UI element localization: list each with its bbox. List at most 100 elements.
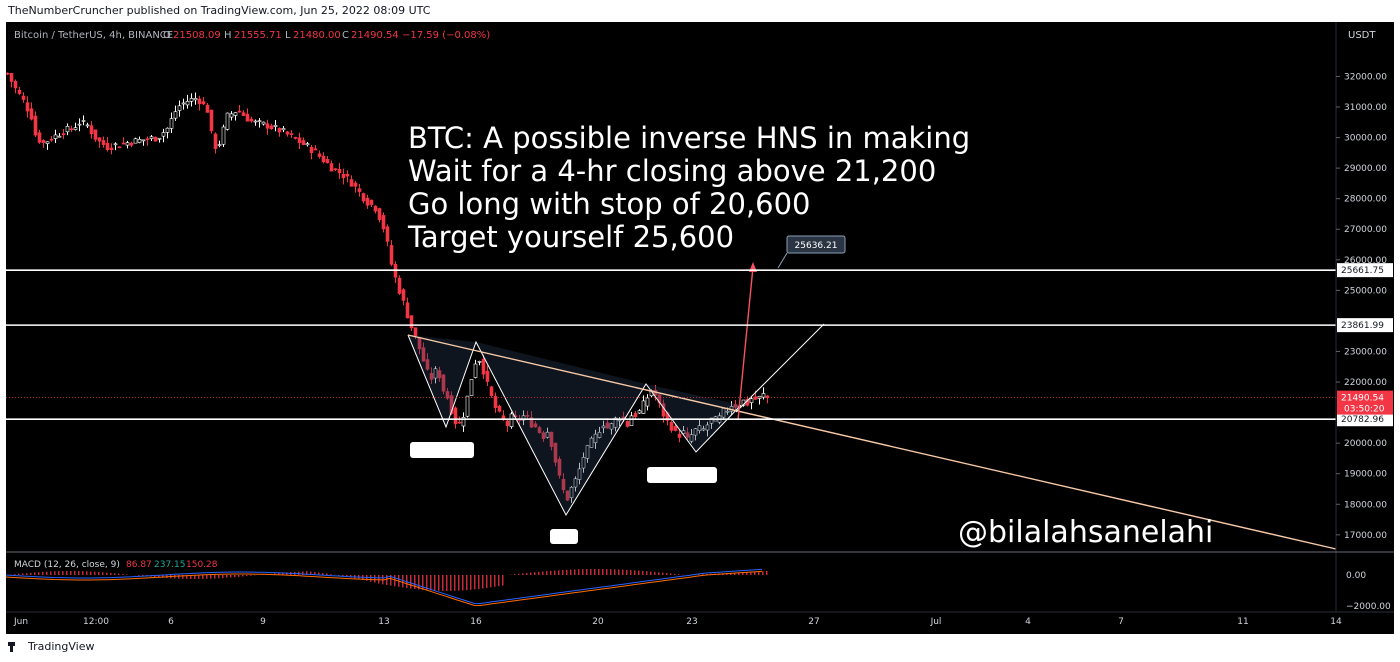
macd-hist-bar	[734, 572, 736, 575]
candle-body	[353, 182, 358, 187]
macd-hist-bar	[554, 570, 556, 575]
candle-body	[209, 109, 214, 132]
candle-body	[733, 404, 738, 408]
macd-hist-bar	[370, 575, 372, 582]
candle-body	[277, 127, 282, 133]
macd-hist-bar	[206, 575, 208, 579]
macd-tick-label: 0.00	[1346, 571, 1366, 581]
macd-hist-bar	[54, 571, 56, 575]
macd-hist-bar	[574, 569, 576, 575]
macd-hist-bar	[38, 572, 40, 575]
legend-l-label: L	[285, 30, 291, 41]
candle-body	[609, 423, 614, 430]
chart-area[interactable]: 25661.75 23861.99 20782.96 21490.54 03:50:20…	[6, 22, 1394, 634]
macd-hist-bar	[606, 569, 608, 575]
macd-hist-bar	[746, 572, 748, 575]
macd-hist-bar	[662, 572, 664, 575]
macd-hist-bar	[494, 575, 496, 587]
candle-body	[465, 395, 470, 417]
candle-body	[449, 395, 454, 414]
macd-hist-bar	[474, 575, 476, 590]
candle-body	[385, 226, 390, 242]
macd-hist-bar	[698, 574, 700, 575]
candle-body	[405, 302, 410, 319]
macd-hist-bar	[282, 572, 284, 575]
macd-hist-bar	[286, 572, 288, 575]
x-tick-label: 23	[686, 617, 697, 627]
macd-hist-bar	[678, 574, 680, 575]
candle-body	[97, 137, 102, 142]
candle-body	[349, 179, 354, 187]
macd-hist-bar	[194, 575, 196, 579]
macd-line	[6, 568, 763, 605]
macd-hist-bar	[34, 572, 36, 575]
macd-hist-bar	[302, 571, 304, 575]
macd-hist-bar	[218, 575, 220, 579]
macd-legend-v1: 86.87	[126, 560, 152, 570]
candle-body	[525, 415, 530, 417]
macd-hist-bar	[650, 571, 652, 575]
macd-hist-bar	[762, 571, 764, 575]
macd-hist-bar	[598, 569, 600, 575]
macd-hist-bar	[102, 572, 104, 575]
macd-hist-bar	[106, 572, 108, 575]
candle-body	[33, 115, 38, 136]
callout-pointer	[777, 252, 788, 269]
candle-body	[141, 139, 146, 142]
neckline	[407, 334, 1337, 550]
macd-hist-bar	[154, 575, 156, 578]
candle-body	[457, 421, 462, 424]
macd-hist-bar	[642, 570, 644, 575]
x-tick-label: 14	[1330, 617, 1342, 627]
candle-body	[505, 420, 510, 427]
candle-body	[569, 486, 574, 498]
candle-body	[357, 188, 362, 193]
macd-hist-bar	[310, 571, 312, 575]
x-tick-label: 6	[168, 617, 174, 627]
right-shoulder-label	[647, 467, 717, 483]
macd-hist-bar	[318, 572, 320, 575]
candle-body	[461, 417, 466, 427]
macd-hist-bar	[570, 569, 572, 575]
target-callout-text: 25636.21	[795, 241, 838, 251]
y-tick-label: 31000.00	[1344, 103, 1387, 113]
price-chart[interactable]: 25661.7523861.9920782.9621490.5403:50:20…	[6, 22, 1394, 634]
x-tick-label: 12:00	[83, 617, 109, 627]
macd-hist-bar	[330, 574, 332, 575]
candle-body	[593, 433, 598, 444]
tradingview-brand: TradingView	[28, 640, 95, 653]
candle-body	[185, 101, 190, 106]
legend-high: 21555.71	[234, 30, 282, 41]
candle-body	[421, 347, 426, 362]
macd-hist-bar	[386, 575, 388, 585]
candle-body	[301, 140, 306, 145]
candle-body	[153, 136, 158, 142]
macd-hist-bar	[322, 573, 324, 575]
candle-body	[341, 173, 346, 179]
macd-hist-bar	[110, 572, 112, 575]
candle-body	[597, 432, 602, 438]
legend-c-label: C	[342, 30, 349, 41]
candle-body	[217, 144, 222, 146]
candle-body	[261, 121, 266, 125]
tradingview-logo[interactable]: TradingView	[8, 640, 94, 653]
candle-body	[245, 113, 250, 122]
candle-body	[145, 138, 150, 141]
macd-hist-bar	[538, 571, 540, 575]
macd-hist-bar	[114, 573, 116, 575]
candle-body	[429, 372, 434, 380]
macd-hist-bar	[46, 571, 48, 575]
legend-h-label: H	[224, 30, 232, 41]
candle-body	[585, 445, 590, 459]
candle-body	[445, 391, 450, 399]
x-tick-label: 20	[592, 617, 604, 627]
candle-body	[573, 478, 578, 488]
candle-body	[205, 104, 210, 113]
candle-body	[37, 132, 42, 143]
candle-body	[437, 370, 442, 379]
legend-low: 21480.00	[293, 30, 341, 41]
macd-hist-bar	[702, 574, 704, 575]
macd-hist-bar	[458, 575, 460, 591]
macd-hist-bar	[470, 575, 472, 590]
candle-body	[589, 437, 594, 448]
